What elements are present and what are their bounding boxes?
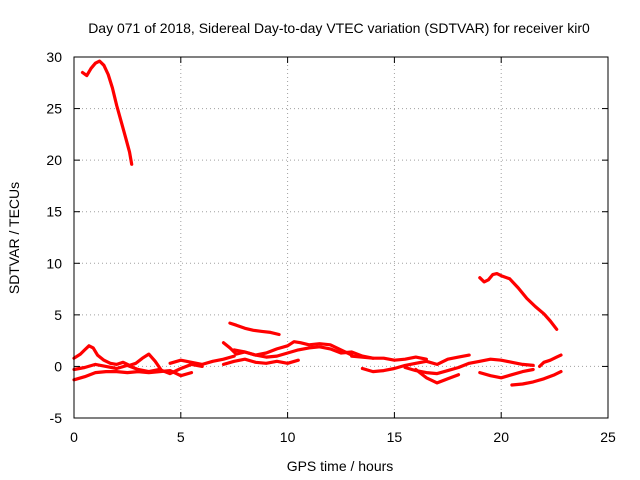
series-line-arc-m: [510, 370, 563, 387]
y-tick-label: 30: [46, 49, 62, 65]
chart-title: Day 071 of 2018, Sidereal Day-to-day VTE…: [88, 20, 590, 36]
series-line-arc-h: [350, 354, 428, 362]
y-tick-label: -5: [50, 410, 63, 426]
x-tick-label: 25: [600, 429, 616, 445]
x-tick-label: 20: [493, 429, 509, 445]
series-line-arc-mid-high: [228, 321, 281, 337]
x-tick-label: 5: [177, 429, 185, 445]
series-line-arc-i: [360, 353, 471, 374]
x-tick-label: 15: [387, 429, 403, 445]
y-axis-label: SDTVAR / TECUs: [6, 182, 22, 294]
x-tick-label: 10: [280, 429, 296, 445]
y-tick-label: 25: [46, 101, 62, 117]
series-line-arc-j: [414, 367, 461, 385]
series-line-arc-f: [232, 340, 354, 357]
series-line-arc-k: [403, 357, 535, 376]
series-line-arc-c: [72, 369, 194, 382]
series-line-arc-n: [537, 353, 563, 368]
y-tick-label: 5: [54, 307, 62, 323]
plot-frame: [73, 56, 609, 419]
y-tick-label: 20: [46, 152, 62, 168]
series-line-arc-b: [72, 362, 204, 376]
y-tick-label: 15: [46, 204, 62, 220]
y-tick-label: 0: [54, 358, 62, 374]
series-line-arc-late-high: [478, 272, 559, 331]
x-axis-label: GPS time / hours: [287, 458, 394, 474]
series-line-arc-a: [72, 344, 164, 373]
y-tick-label: 10: [46, 255, 62, 271]
data-series-group: [72, 59, 563, 387]
series-line-arc-high-start: [80, 59, 134, 166]
series-line-arc-g: [221, 357, 300, 366]
series-line-arc-d: [168, 354, 236, 366]
series-line-arc-l: [478, 367, 535, 380]
grid-lines: [74, 57, 608, 418]
axis-ticks: 0 5 10 15 20 25 -5 0 5 10 15 20 25 30: [46, 49, 616, 445]
x-tick-label: 0: [70, 429, 78, 445]
